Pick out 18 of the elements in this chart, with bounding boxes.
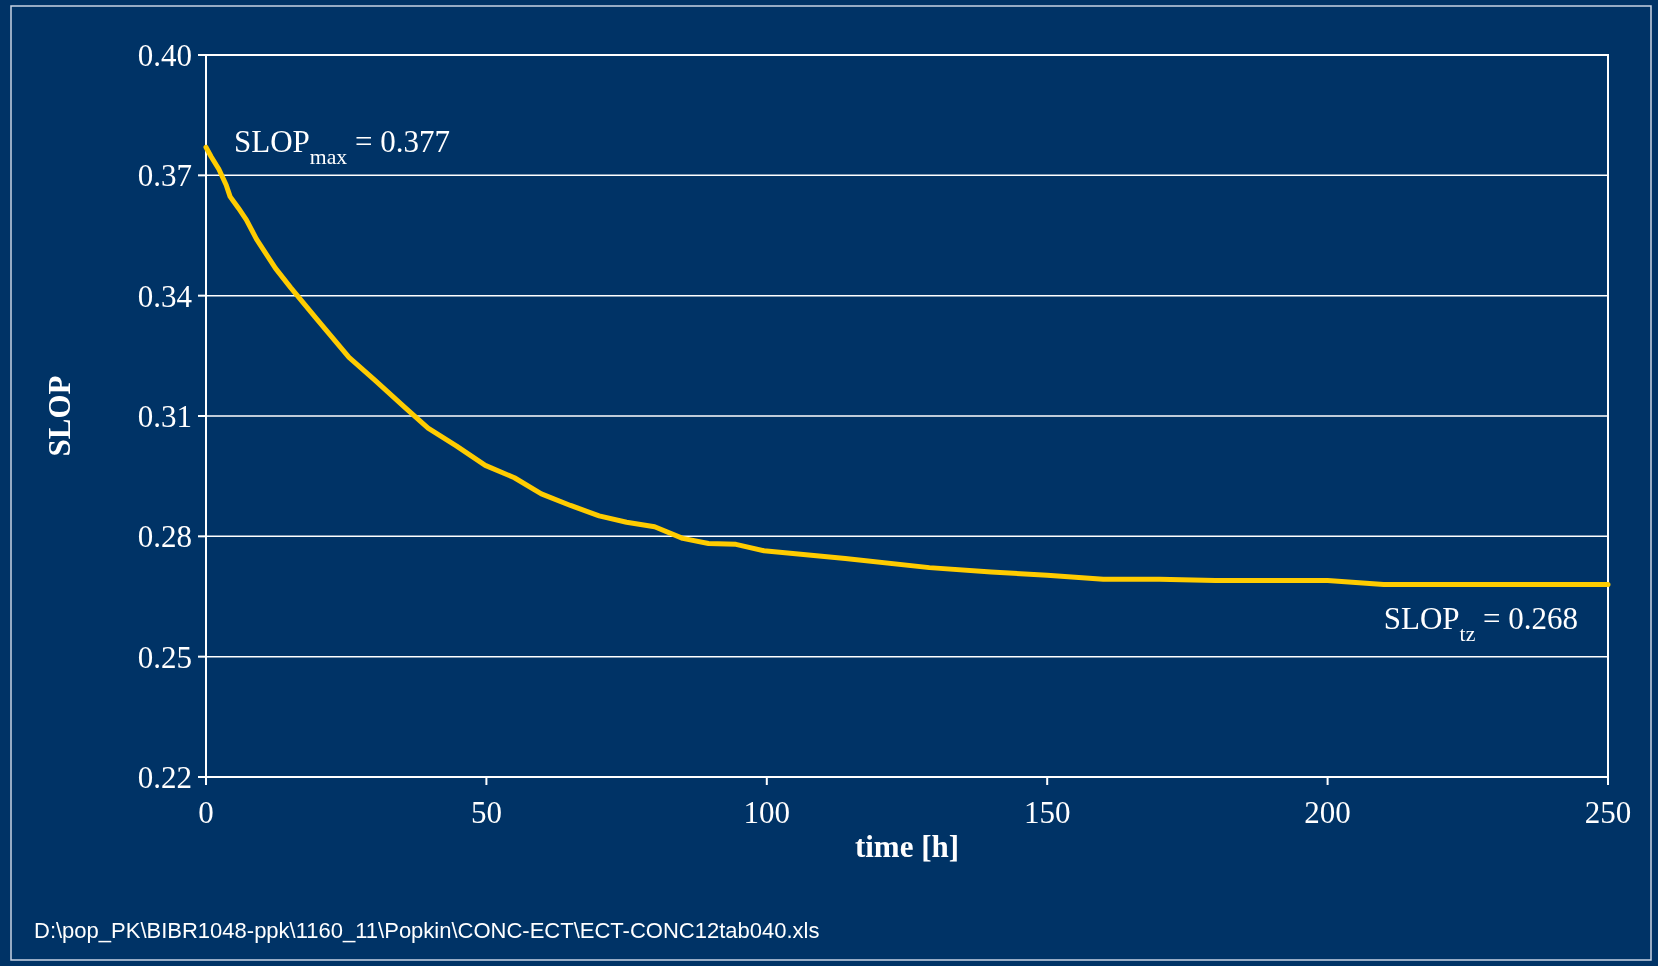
x-tick-label: 200 [1304, 795, 1351, 830]
x-tick-label: 150 [1023, 795, 1071, 830]
text: D:\pop_PK\BIBR1048-ppk\1160_11\Popkin\CONC-ECT\ECT-CONC12tab040.xls [34, 918, 820, 943]
y-tick-label: 0.31 [137, 398, 192, 434]
x-axis-title: time [h] [854, 829, 960, 864]
y-tick-label: 0.40 [137, 37, 192, 73]
y-tick-label: 0.28 [137, 519, 192, 555]
x-tick-label: 0 [198, 795, 214, 830]
x-tick-label: 100 [743, 795, 791, 830]
annotation: SLOP$_{tz}$ = 0.268 [1383, 601, 1578, 647]
y-tick-label: 0.37 [137, 158, 192, 194]
y-axis-title: SLOP [42, 375, 77, 457]
y-tick-label: 0.34 [137, 278, 193, 314]
annotation: SLOP$_{max}$ = 0.377 [234, 124, 450, 170]
x-tick-label: 250 [1584, 795, 1632, 830]
y-tick-label: 0.25 [137, 639, 192, 675]
x-tick-label: 50 [470, 795, 502, 830]
y-tick-label: 0.22 [137, 759, 192, 795]
